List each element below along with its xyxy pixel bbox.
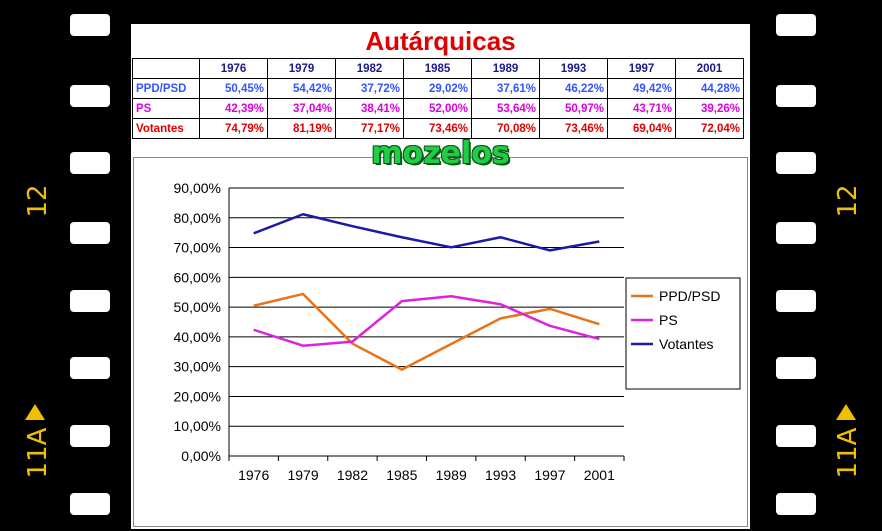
y-tick-label: 60,00% xyxy=(174,269,221,285)
sprocket-hole xyxy=(776,222,816,244)
y-tick-label: 20,00% xyxy=(174,388,221,404)
table-cell: 74,79% xyxy=(199,118,268,139)
x-tick-label: 1982 xyxy=(337,467,368,483)
table-cell: 37,61% xyxy=(471,78,540,99)
y-tick-label: 10,00% xyxy=(174,418,221,434)
table-cell: 39,26% xyxy=(675,98,744,119)
table-header-row: 1976 1979 1982 1985 1989 1993 1997 2001 xyxy=(132,58,744,79)
y-tick-label: 0,00% xyxy=(181,448,221,464)
table-cell: 46,22% xyxy=(539,78,608,99)
table-title: Autárquicas xyxy=(365,26,516,56)
line-chart: 0,00% 10,00% 20,00% 30,00% 40,00% 50,00% 60,00… xyxy=(174,180,741,483)
sprocket-hole xyxy=(776,357,816,379)
sprocket-hole xyxy=(70,85,110,107)
y-tick-label: 40,00% xyxy=(174,329,221,345)
y-tick-label: 50,00% xyxy=(174,299,221,315)
table-cell: 43,71% xyxy=(607,98,676,119)
table-header-cell: 2001 xyxy=(675,58,744,79)
series-line-ppd-psd xyxy=(253,292,600,371)
table-header-cell: 1993 xyxy=(539,58,608,79)
table-header-cell: 1982 xyxy=(335,58,404,79)
table-cell: 52,00% xyxy=(403,98,472,119)
table-header-cell: 1976 xyxy=(199,58,268,79)
table-header-cell: 1979 xyxy=(267,58,336,79)
sprocket-hole xyxy=(776,493,816,515)
sprocket-hole xyxy=(776,14,816,36)
table-cell: 50,97% xyxy=(539,98,608,119)
legend-label: PPD/PSD xyxy=(659,288,720,304)
table-corner-cell xyxy=(132,58,200,79)
x-tick-label: 1979 xyxy=(287,467,318,483)
slide-frame: Autárquicas 1976 1979 1982 1985 1989 199… xyxy=(131,24,750,529)
x-tick-label: 2001 xyxy=(584,467,615,483)
table-cell: 69,04% xyxy=(607,118,676,139)
film-frame-number: 11A xyxy=(23,427,53,479)
table-cell: 44,28% xyxy=(675,78,744,99)
table-cell: 29,02% xyxy=(403,78,472,99)
table-cell: 38,41% xyxy=(335,98,404,119)
legend-label: Votantes xyxy=(659,336,714,352)
chart-title: mozelos xyxy=(371,136,510,171)
table-cell: 53,64% xyxy=(471,98,540,119)
film-frame-number: 12 xyxy=(833,184,863,218)
sprocket-hole xyxy=(70,290,110,312)
table-cell: 54,42% xyxy=(267,78,336,99)
table-header-cell: 1989 xyxy=(471,58,540,79)
x-tick-label: 1976 xyxy=(238,467,269,483)
film-frame-number: 11A xyxy=(833,427,863,479)
y-tick-label: 70,00% xyxy=(174,240,221,256)
y-tick-label: 30,00% xyxy=(174,359,221,375)
sprocket-hole xyxy=(70,357,110,379)
sprocket-hole xyxy=(70,14,110,36)
sprocket-hole xyxy=(776,152,816,174)
x-tick-label: 1989 xyxy=(436,467,467,483)
x-tick-label: 1985 xyxy=(386,467,417,483)
row-label: PPD/PSD xyxy=(132,78,200,99)
sprocket-hole xyxy=(776,290,816,312)
row-label: PS xyxy=(132,98,200,119)
table-cell: 42,39% xyxy=(199,98,268,119)
film-arrow-icon xyxy=(25,404,45,420)
y-tick-label: 90,00% xyxy=(174,180,221,196)
table-cell: 37,04% xyxy=(267,98,336,119)
sprocket-hole xyxy=(70,493,110,515)
sprocket-hole xyxy=(70,222,110,244)
sprocket-hole xyxy=(776,85,816,107)
y-tick-label: 80,00% xyxy=(174,210,221,226)
x-tick-label: 1997 xyxy=(534,467,565,483)
table-cell: 77,17% xyxy=(335,118,404,139)
table-row: Votantes 74,79% 81,19% 77,17% 73,46% 70,… xyxy=(132,118,744,139)
series-line-ps xyxy=(253,295,600,347)
x-tick-label: 1993 xyxy=(485,467,516,483)
table-row: PS 42,39% 37,04% 38,41% 52,00% 53,64% 50… xyxy=(132,98,744,119)
table-cell: 72,04% xyxy=(675,118,744,139)
table-cell: 50,45% xyxy=(199,78,268,99)
table-cell: 37,72% xyxy=(335,78,404,99)
row-label: Votantes xyxy=(132,118,200,139)
results-table: 1976 1979 1982 1985 1989 1993 1997 2001 … xyxy=(132,58,744,139)
film-frame-number: 12 xyxy=(23,184,53,218)
sprocket-hole xyxy=(70,152,110,174)
table-cell: 49,42% xyxy=(607,78,676,99)
series-line-votantes xyxy=(253,212,600,252)
legend-label: PS xyxy=(659,312,678,328)
table-header-cell: 1997 xyxy=(607,58,676,79)
table-row: PPD/PSD 50,45% 54,42% 37,72% 29,02% 37,6… xyxy=(132,78,744,99)
chart-area: 0,00% 10,00% 20,00% 30,00% 40,00% 50,00% 60,00… xyxy=(133,157,748,527)
table-cell: 73,46% xyxy=(539,118,608,139)
sprocket-hole xyxy=(776,425,816,447)
sprocket-hole xyxy=(70,425,110,447)
table-cell: 81,19% xyxy=(267,118,336,139)
table-header-cell: 1985 xyxy=(403,58,472,79)
film-arrow-icon xyxy=(836,404,856,420)
